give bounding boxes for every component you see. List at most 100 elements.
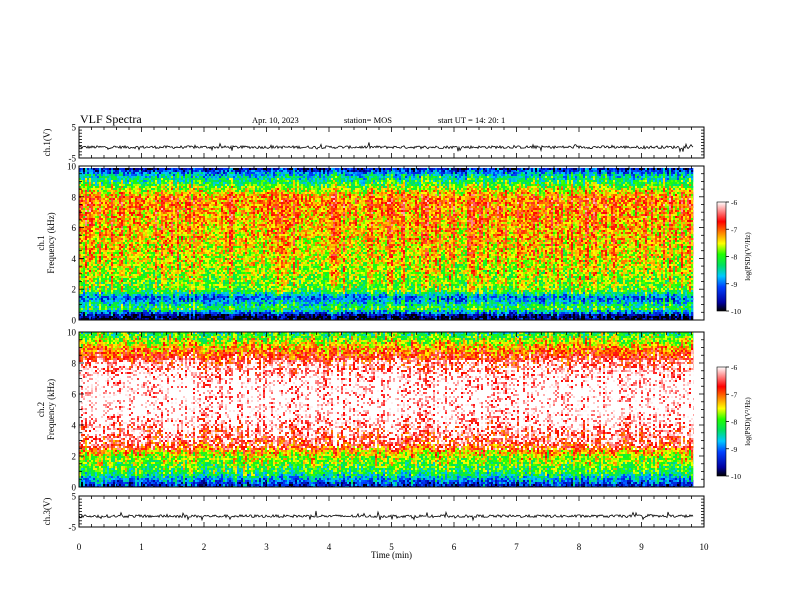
spectrogram-cell	[93, 176, 95, 178]
spectrogram-cell	[559, 174, 561, 176]
spectrogram-cell	[401, 174, 403, 176]
spectrogram-cell	[107, 176, 109, 178]
spectrogram-cell	[507, 168, 509, 170]
spectrogram-cell	[263, 170, 265, 172]
spectrogram-cell	[307, 172, 309, 174]
spectrogram-cell	[489, 170, 491, 172]
spectrogram-cell	[393, 170, 395, 172]
spectrogram-cell	[279, 172, 281, 174]
spectrogram-cell	[203, 174, 205, 176]
spectrogram-cell	[447, 170, 449, 172]
spectrogram-cell	[373, 174, 375, 176]
spectrogram-cell	[181, 174, 183, 176]
spectrogram-cell	[395, 176, 397, 178]
spectrogram-cell	[607, 172, 609, 174]
spectrogram-cell	[489, 174, 491, 176]
spectrogram-cell	[121, 176, 123, 178]
spectrogram-cell	[659, 168, 661, 170]
spectrogram-cell	[323, 174, 325, 176]
spectrogram-cell	[121, 174, 123, 176]
spectrogram-cell	[121, 170, 123, 172]
spectrogram-cell	[375, 176, 377, 178]
spectrogram-cell	[551, 168, 553, 170]
spectrogram-cell	[655, 168, 657, 170]
spectrogram-cell	[107, 168, 109, 170]
spectrogram-cell	[673, 168, 675, 170]
spectrogram-cell	[357, 168, 359, 170]
spectrogram-cell	[373, 168, 375, 170]
spectrogram-cell	[385, 168, 387, 170]
spectrogram-cell	[451, 168, 453, 170]
spectrogram-cell	[623, 172, 625, 174]
spectrogram-cell	[643, 172, 645, 174]
spectrogram-cell	[583, 170, 585, 172]
spectrogram-cell	[301, 168, 303, 170]
spectrogram-cell	[635, 172, 637, 174]
spectrogram-cell	[289, 176, 291, 178]
spectrogram-cell	[573, 168, 575, 170]
spectrogram-cell	[483, 170, 485, 172]
spectrogram-cell	[555, 172, 557, 174]
spectrogram-cell	[135, 170, 137, 172]
spectrogram-cell	[499, 174, 501, 176]
spectrogram-cell	[615, 174, 617, 176]
spectrogram-cell	[343, 174, 345, 176]
spectrogram-cell	[157, 170, 159, 172]
spectrogram-cell	[369, 176, 371, 178]
spectrogram-cell	[337, 174, 339, 176]
spectrogram-cell	[433, 168, 435, 170]
spectrogram-cell	[371, 172, 373, 174]
spectrogram-cell	[361, 172, 363, 174]
spectrogram-cell	[157, 168, 159, 170]
spectrogram-cell	[677, 172, 679, 174]
spectrogram-cell	[507, 170, 509, 172]
spectrogram-cell	[235, 170, 237, 172]
spectrogram-cell	[223, 168, 225, 170]
spectrogram-cell	[575, 168, 577, 170]
spectrogram-cell	[161, 174, 163, 176]
spectrogram-cell	[521, 174, 523, 176]
spectrogram-cell	[273, 174, 275, 176]
spectrogram-cell	[123, 174, 125, 176]
spectrogram-cell	[119, 170, 121, 172]
spectrogram-cell	[681, 174, 683, 176]
spectrogram-cell	[367, 168, 369, 170]
spectrogram-cell	[599, 170, 601, 172]
spectrogram-cell	[185, 176, 187, 178]
spectrogram-cell	[511, 172, 513, 174]
spectrogram-cell	[297, 176, 299, 178]
spectrogram-cell	[393, 174, 395, 176]
spectrogram-cell	[465, 174, 467, 176]
spectrogram-cell	[355, 168, 357, 170]
spectrogram-cell	[311, 174, 313, 176]
spectrogram-cell	[399, 174, 401, 176]
spectrogram-cell	[565, 170, 567, 172]
spectrogram-cell	[141, 176, 143, 178]
spectrogram-cell	[145, 168, 147, 170]
spectrogram-cell	[123, 168, 125, 170]
spectrogram-cell	[533, 172, 535, 174]
spectrogram-cell	[345, 168, 347, 170]
spectrogram-cell	[237, 170, 239, 172]
spectrogram-cell	[395, 168, 397, 170]
spectrogram-cell	[679, 174, 681, 176]
spectrogram-cell	[105, 174, 107, 176]
spectrogram-cell	[161, 168, 163, 170]
spectrogram-cell	[89, 172, 91, 174]
spectrogram-cell	[589, 170, 591, 172]
spectrogram-cell	[381, 172, 383, 174]
spectrogram-cell	[241, 176, 243, 178]
spectrogram-cell	[507, 172, 509, 174]
spectrogram-cell	[637, 170, 639, 172]
spectrogram-cell	[637, 174, 639, 176]
spectrogram-cell	[635, 168, 637, 170]
spectrogram-cell	[647, 168, 649, 170]
spectrogram-cell	[329, 172, 331, 174]
spectrogram-cell	[203, 172, 205, 174]
spectrogram-cell	[233, 170, 235, 172]
spectrogram-cell	[533, 168, 535, 170]
spectrogram-cell	[625, 172, 627, 174]
start-time-label: start UT = 14: 20: 1	[438, 115, 505, 125]
spectrogram-cell	[159, 168, 161, 170]
spectrogram-cell	[685, 168, 687, 170]
